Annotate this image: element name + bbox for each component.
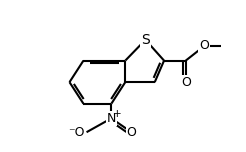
Text: O: O (181, 76, 191, 89)
Text: ⁻O: ⁻O (68, 126, 85, 139)
Text: +: + (112, 109, 121, 119)
Text: N: N (107, 112, 116, 125)
Text: O: O (200, 40, 209, 52)
Text: S: S (141, 33, 150, 47)
Text: O: O (126, 126, 137, 139)
